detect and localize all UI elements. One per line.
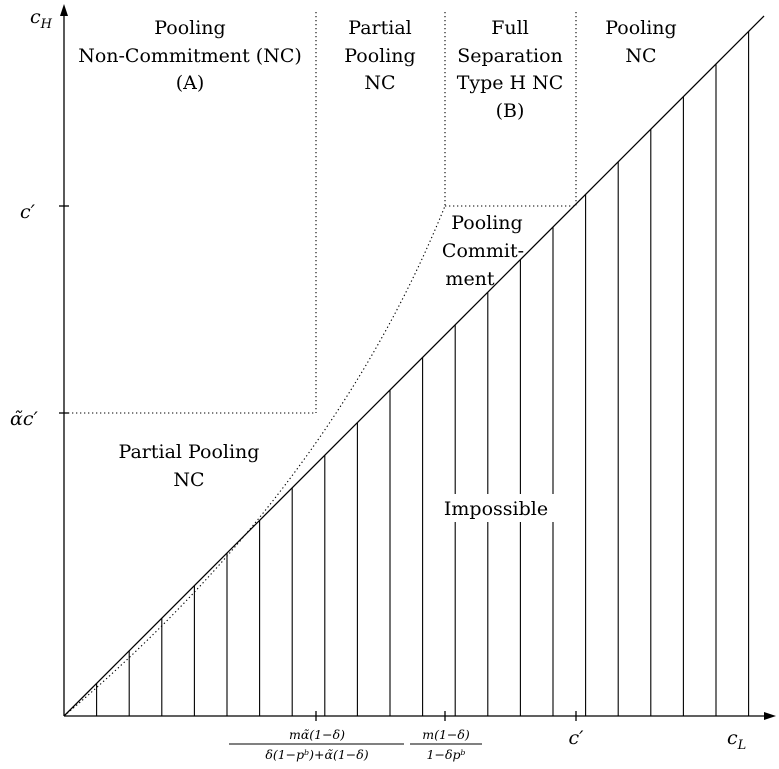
- region-pooling-nc-right: Pooling NC: [605, 17, 676, 67]
- y-tick-label-alpha-c-prime: α̃c′: [10, 408, 38, 430]
- x-axis-label: cL: [727, 727, 746, 753]
- x-tick-label-threshold-1: mα̃(1−δ) δ(1−pᵇ)+α̃(1−δ): [229, 727, 404, 762]
- region-line: ment: [445, 268, 494, 290]
- threshold-1-numerator: mα̃(1−δ): [289, 727, 345, 742]
- region-line: Full: [491, 17, 529, 39]
- region-line: (B): [496, 100, 525, 122]
- region-line: Partial Pooling: [119, 441, 260, 463]
- region-line: Pooling: [605, 17, 676, 39]
- region-line: Commit-: [442, 240, 524, 262]
- region-line: Impossible: [444, 498, 548, 520]
- region-line: Type H NC: [457, 72, 564, 94]
- threshold-2-numerator: m(1−δ): [422, 727, 470, 742]
- dotted-boundaries: [63, 12, 577, 717]
- region-line: Pooling: [154, 17, 225, 39]
- threshold-2-denominator: 1−δpᵇ: [427, 747, 466, 762]
- region-line: NC: [364, 72, 395, 94]
- x-tick-label-c-prime: c′: [569, 727, 585, 749]
- threshold-1-denominator: δ(1−pᵇ)+α̃(1−δ): [265, 747, 368, 762]
- y-tick-label-c-prime: c′: [20, 201, 36, 223]
- region-pooling-commitment: Pooling Commit- ment: [442, 212, 524, 290]
- region-line: Pooling: [344, 45, 415, 67]
- region-partial-pooling-nc-left: Partial Pooling NC: [119, 441, 260, 491]
- region-line: NC: [625, 45, 656, 67]
- impossible-region-hatching: [96, 31, 750, 716]
- x-axis-arrowhead: [764, 712, 776, 720]
- region-line: Non-Commitment (NC): [78, 45, 302, 67]
- diagonal-line: [63, 15, 765, 717]
- region-line: Partial: [348, 17, 411, 39]
- region-line: Pooling: [451, 212, 522, 234]
- region-impossible: Impossible: [436, 494, 556, 522]
- region-line: Separation: [457, 45, 563, 67]
- region-full-separation: Full Separation Type H NC (B): [457, 17, 564, 122]
- boundary-curve: [63, 205, 446, 717]
- region-line: (A): [176, 72, 205, 94]
- y-axis-label: cH: [30, 6, 53, 32]
- y-axis-arrowhead: [60, 4, 68, 16]
- region-line: NC: [173, 469, 204, 491]
- axes: [59, 4, 776, 721]
- region-pooling-nc-a: Pooling Non-Commitment (NC) (A): [78, 17, 302, 94]
- region-partial-pooling-nc-top: Partial Pooling NC: [344, 17, 415, 94]
- impossible-label-backdrop: [436, 494, 556, 522]
- x-tick-label-threshold-2: m(1−δ) 1−δpᵇ: [410, 727, 482, 762]
